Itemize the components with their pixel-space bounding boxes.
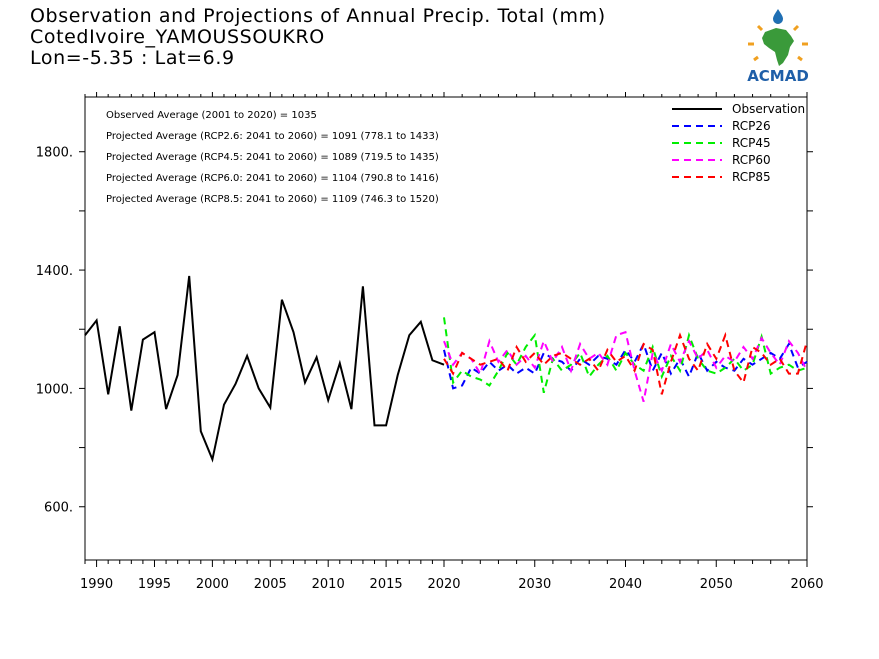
x-axis: 1990 1995 2000 2005 2010 2015 2020 2030 2040 2050… [80, 92, 824, 592]
legend-label: Observation [732, 102, 805, 116]
water-drop-icon [773, 9, 783, 24]
average-annotation: Projected Average (RCP2.6: 2041 to 2060)… [106, 131, 439, 142]
average-annotation: Projected Average (RCP6.0: 2041 to 2060)… [106, 173, 439, 184]
legend-label: RCP26 [732, 119, 771, 133]
series-line-rcp45 [443, 317, 808, 394]
acmad-logo: ACMAD [738, 8, 818, 85]
logo-text: ACMAD [747, 67, 809, 84]
acmad-africa-logo-icon: ACMAD [747, 9, 809, 85]
station-name: CotedIvoire_YAMOUSSOUKRO [30, 26, 325, 48]
legend-label: RCP60 [732, 153, 771, 167]
plot-border [84, 96, 808, 561]
plot-frame [84, 96, 808, 561]
annotations: Observed Average (2001 to 2020) = 1035 Pr… [106, 110, 439, 205]
y-axis: 600. 1000. 1400. 1800. [36, 146, 813, 516]
x-tick-label: 2010 [312, 577, 345, 592]
average-annotation: Projected Average (RCP8.5: 2041 to 2060)… [106, 194, 439, 205]
station-coordinates: Lon=-5.35 : Lat=6.9 [30, 47, 235, 69]
y-tick-label: 1400. [36, 264, 73, 279]
x-tick-label: 2005 [254, 577, 287, 592]
legend-label: RCP85 [732, 170, 771, 184]
x-tick-label: 1995 [138, 577, 171, 592]
average-annotation: Projected Average (RCP4.5: 2041 to 2060)… [106, 152, 439, 163]
x-tick-label: 2060 [790, 577, 823, 592]
series-lines [84, 275, 808, 463]
x-tick-label: 2040 [609, 577, 642, 592]
average-annotation: Observed Average (2001 to 2020) = 1035 [106, 110, 317, 121]
chart-title-block: Observation and Projections of Annual Pr… [30, 6, 606, 69]
africa-map-icon [762, 28, 794, 66]
series-line-rcp85 [443, 331, 808, 395]
chart-title: Observation and Projections of Annual Pr… [30, 5, 606, 27]
x-tick-label: 2020 [427, 577, 460, 592]
legend-label: RCP45 [732, 136, 771, 150]
x-tick-label: 2000 [196, 577, 229, 592]
x-tick-label: 2030 [518, 577, 551, 592]
y-tick-label: 600. [44, 501, 73, 516]
series-line-observation [84, 275, 445, 463]
x-tick-label: 2050 [700, 577, 733, 592]
y-tick-label: 1800. [36, 146, 73, 161]
x-tick-label: 1990 [80, 577, 113, 592]
x-tick-label: 2015 [370, 577, 403, 592]
series-line-rcp60 [443, 330, 808, 402]
series-line-rcp26 [443, 341, 808, 390]
legend: Observation RCP26 RCP45 RCP60 RCP85 [672, 102, 805, 184]
y-tick-label: 1000. [36, 382, 73, 397]
